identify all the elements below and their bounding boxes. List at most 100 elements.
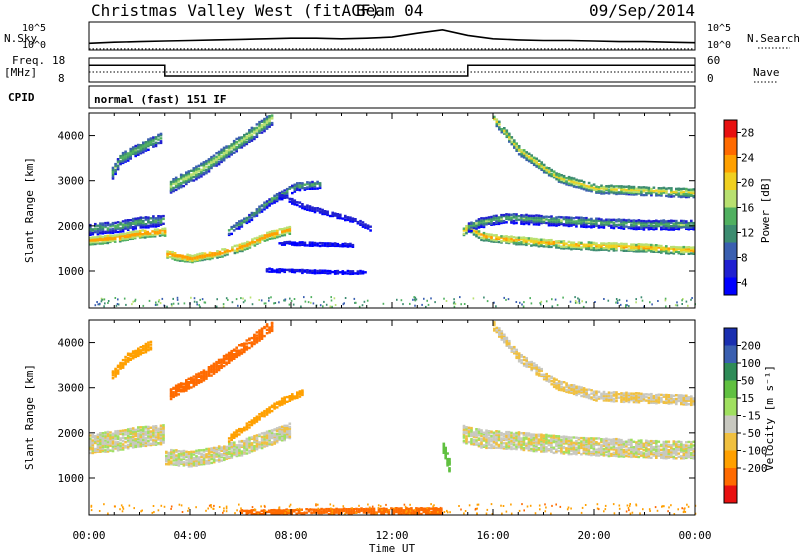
range-cell-1 <box>190 465 193 468</box>
range-cell-1 <box>192 461 196 464</box>
near-range-cell <box>426 299 428 302</box>
range-cell-0 <box>173 254 177 258</box>
range-cell-2 <box>217 358 221 362</box>
range-cell-5 <box>278 195 281 198</box>
range-cell-9 <box>600 221 603 224</box>
range-cell-10 <box>660 190 663 193</box>
range-cell-9 <box>675 226 678 229</box>
range-cell-2 <box>235 355 238 359</box>
power-heatmap <box>89 114 696 308</box>
range-cell-3 <box>220 160 223 164</box>
range-cell-5 <box>645 456 648 459</box>
range-cell-3 <box>179 181 183 185</box>
range-cell-4 <box>253 420 256 423</box>
range-cell-0 <box>238 243 242 246</box>
range-cell-9 <box>490 220 493 223</box>
range-cell-4 <box>288 187 292 190</box>
range-cell-0 <box>96 449 100 453</box>
range-cell-0 <box>268 230 272 234</box>
range-cell-1 <box>137 219 140 222</box>
range-cell-3 <box>215 160 218 163</box>
range-cell-0 <box>131 427 135 430</box>
range-cell-4 <box>283 398 286 401</box>
range-cell-8 <box>612 247 616 250</box>
range-cell-2 <box>152 139 155 143</box>
range-cell-0 <box>154 434 158 437</box>
range-cell-0 <box>158 229 162 232</box>
range-cell-4 <box>308 181 312 184</box>
range-cell-2 <box>205 374 208 377</box>
range-cell-5 <box>497 446 501 449</box>
range-cell-10 <box>572 184 576 187</box>
range-cell-0 <box>216 254 219 257</box>
near-range-cell <box>103 298 106 301</box>
range-cell-1 <box>116 227 120 230</box>
range-cell-8 <box>487 235 491 238</box>
range-cell-1 <box>114 227 117 230</box>
range-cell-0 <box>129 436 132 439</box>
range-cell-5 <box>522 446 526 450</box>
range-cell-3 <box>243 135 246 138</box>
range-cell-4 <box>253 419 256 422</box>
range-cell-2 <box>245 348 249 351</box>
range-cell-9 <box>510 213 513 216</box>
range-cell-4 <box>308 185 312 189</box>
range-cell-3 <box>207 160 211 163</box>
range-cell-5 <box>344 214 347 218</box>
range-cell-4 <box>286 395 289 399</box>
range-cell-10 <box>500 128 504 131</box>
range-cell-2 <box>248 346 251 350</box>
range-cell-8 <box>670 247 673 250</box>
range-cell-10 <box>522 150 526 153</box>
range-cell-4 <box>293 183 297 186</box>
range-cell-0 <box>133 234 137 237</box>
range-cell-0 <box>163 230 167 234</box>
range-cell-8 <box>600 248 603 251</box>
range-cell-4 <box>280 400 284 403</box>
range-cell-9 <box>657 224 661 228</box>
near-range-cell <box>463 303 466 305</box>
range-cell-1 <box>278 427 281 430</box>
range-cell-9 <box>597 217 601 220</box>
range-cell-0 <box>111 443 115 446</box>
range-cell-9 <box>630 223 633 227</box>
range-cell-6 <box>311 243 314 246</box>
range-cell-8 <box>600 243 603 247</box>
range-cell-10 <box>545 168 548 171</box>
range-cell-10 <box>662 188 666 191</box>
range-cell-10 <box>692 190 696 193</box>
range-cell-5 <box>480 430 483 433</box>
range-cell-5 <box>487 431 491 434</box>
range-cell-1 <box>270 429 274 432</box>
range-cell-7 <box>311 271 314 275</box>
range-cell-5 <box>280 198 284 201</box>
range-cell-5 <box>622 440 626 444</box>
range-cell-8 <box>507 240 511 244</box>
range-cell-9 <box>622 221 626 225</box>
range-cell-3 <box>212 164 216 167</box>
range-cell-0 <box>218 254 222 257</box>
range-cell-3 <box>185 181 188 185</box>
range-cell-1 <box>172 455 176 459</box>
range-cell-10 <box>652 186 656 189</box>
range-cell-9 <box>645 223 648 226</box>
range-cell-0 <box>208 257 212 261</box>
range-cell-1 <box>288 436 292 440</box>
range-cell-8 <box>650 247 653 250</box>
range-cell-4 <box>273 196 276 199</box>
range-cell-4 <box>291 191 294 195</box>
range-cell-10 <box>635 190 638 193</box>
range-cell-5 <box>632 452 636 455</box>
range-cell-5 <box>520 437 523 440</box>
range-cell-3 <box>265 121 269 124</box>
range-cell-4 <box>285 192 289 196</box>
range-cell-3 <box>202 165 206 169</box>
range-cell-1 <box>243 445 246 448</box>
range-cell-1 <box>228 442 231 445</box>
range-cell-3 <box>250 139 254 142</box>
range-cell-0 <box>121 233 124 236</box>
range-cell-5 <box>487 443 491 446</box>
range-cell-3 <box>142 344 145 348</box>
range-cell-10 <box>503 132 506 135</box>
